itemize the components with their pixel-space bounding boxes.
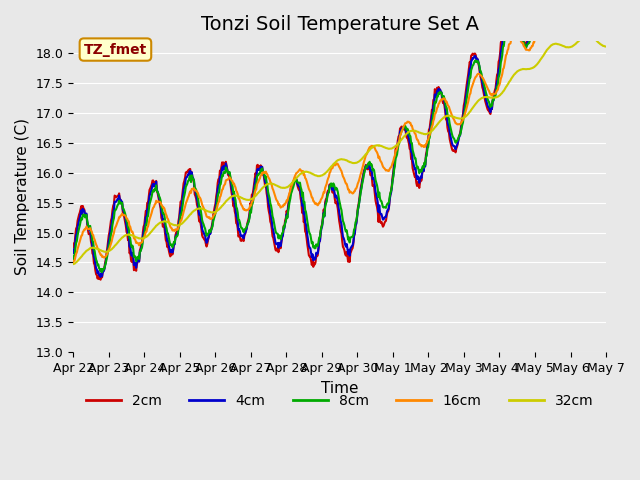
Text: TZ_fmet: TZ_fmet	[84, 43, 147, 57]
Legend: 2cm, 4cm, 8cm, 16cm, 32cm: 2cm, 4cm, 8cm, 16cm, 32cm	[80, 389, 599, 414]
X-axis label: Time: Time	[321, 381, 358, 396]
Y-axis label: Soil Temperature (C): Soil Temperature (C)	[15, 118, 30, 275]
Title: Tonzi Soil Temperature Set A: Tonzi Soil Temperature Set A	[200, 15, 479, 34]
